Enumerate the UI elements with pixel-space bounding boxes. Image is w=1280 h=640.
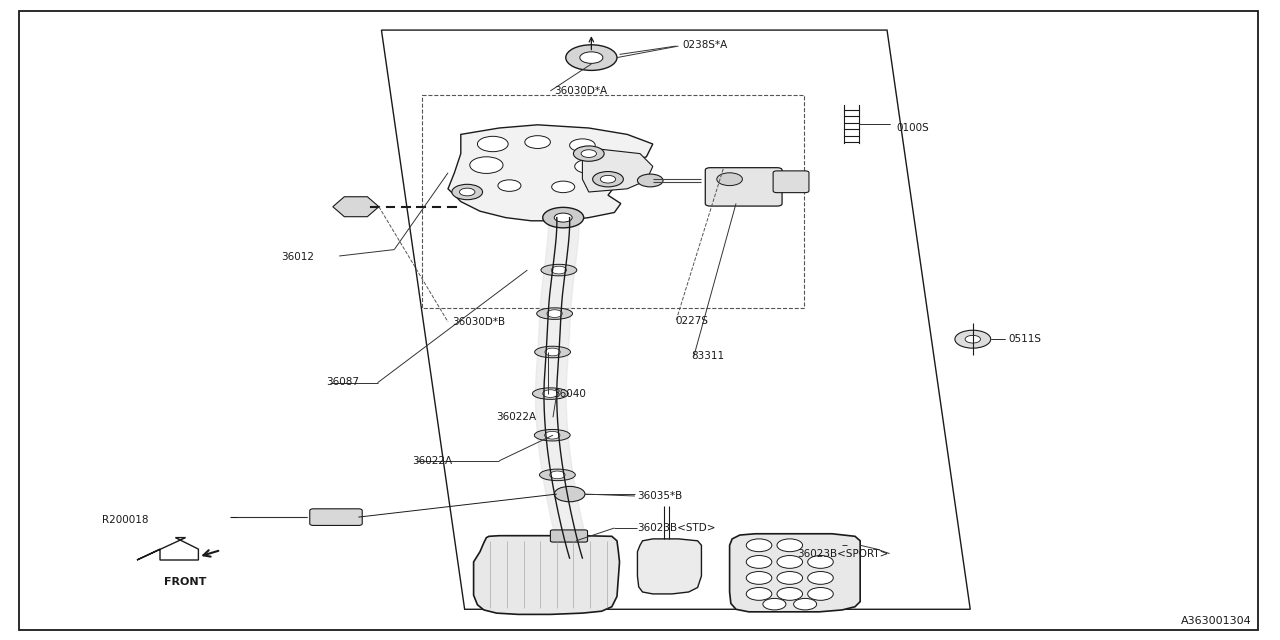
FancyBboxPatch shape	[550, 530, 588, 542]
Circle shape	[746, 572, 772, 584]
Circle shape	[581, 150, 596, 157]
Ellipse shape	[539, 469, 575, 481]
Circle shape	[498, 180, 521, 191]
Circle shape	[777, 556, 803, 568]
Polygon shape	[582, 147, 653, 192]
Circle shape	[575, 159, 603, 173]
Text: 0227S: 0227S	[676, 316, 709, 326]
Text: 83311: 83311	[691, 351, 724, 362]
Circle shape	[600, 175, 616, 183]
Circle shape	[794, 598, 817, 610]
Ellipse shape	[535, 346, 571, 358]
Circle shape	[477, 136, 508, 152]
Ellipse shape	[532, 388, 568, 399]
Circle shape	[717, 173, 742, 186]
Polygon shape	[137, 538, 198, 560]
Circle shape	[566, 45, 617, 70]
Circle shape	[552, 266, 567, 274]
Ellipse shape	[536, 308, 572, 319]
Text: 36022A: 36022A	[497, 412, 536, 422]
Text: FRONT: FRONT	[164, 577, 207, 588]
Polygon shape	[730, 534, 860, 612]
Circle shape	[808, 572, 833, 584]
Circle shape	[763, 598, 786, 610]
Circle shape	[552, 181, 575, 193]
Polygon shape	[448, 125, 653, 221]
Circle shape	[554, 486, 585, 502]
Polygon shape	[333, 196, 379, 217]
FancyBboxPatch shape	[310, 509, 362, 525]
Ellipse shape	[534, 429, 570, 441]
Circle shape	[955, 330, 991, 348]
Text: 36030D*A: 36030D*A	[554, 86, 608, 96]
Text: 36022A: 36022A	[412, 456, 452, 466]
Circle shape	[808, 588, 833, 600]
Circle shape	[746, 539, 772, 552]
Text: 36035*B: 36035*B	[637, 491, 682, 501]
Circle shape	[547, 310, 562, 317]
FancyBboxPatch shape	[773, 171, 809, 193]
Text: 36012: 36012	[282, 252, 315, 262]
Circle shape	[777, 572, 803, 584]
Circle shape	[777, 539, 803, 552]
Text: 36023B<STD>: 36023B<STD>	[637, 523, 716, 533]
Circle shape	[637, 174, 663, 187]
Text: R200018: R200018	[102, 515, 148, 525]
Circle shape	[470, 157, 503, 173]
Circle shape	[452, 184, 483, 200]
Text: 0238S*A: 0238S*A	[682, 40, 727, 50]
Text: 36087: 36087	[326, 377, 360, 387]
Circle shape	[746, 556, 772, 568]
Text: A363001304: A363001304	[1181, 616, 1252, 626]
Text: 0511S: 0511S	[1009, 334, 1042, 344]
Circle shape	[746, 588, 772, 600]
FancyBboxPatch shape	[705, 168, 782, 206]
Text: 36040: 36040	[553, 388, 586, 399]
Ellipse shape	[541, 264, 577, 276]
Polygon shape	[637, 539, 701, 594]
Text: 36023B<SPORT>: 36023B<SPORT>	[797, 548, 888, 559]
Circle shape	[543, 207, 584, 228]
Circle shape	[549, 471, 564, 479]
Circle shape	[808, 556, 833, 568]
Text: 36030D*B: 36030D*B	[452, 317, 506, 327]
Text: 0100S: 0100S	[896, 123, 929, 133]
Circle shape	[965, 335, 980, 343]
Circle shape	[580, 52, 603, 63]
Circle shape	[525, 136, 550, 148]
Polygon shape	[474, 536, 620, 614]
Circle shape	[570, 139, 595, 152]
Circle shape	[544, 431, 559, 439]
Circle shape	[543, 390, 558, 397]
Circle shape	[593, 172, 623, 187]
Circle shape	[554, 213, 572, 222]
Circle shape	[460, 188, 475, 196]
Circle shape	[777, 588, 803, 600]
Circle shape	[545, 348, 561, 356]
Circle shape	[573, 146, 604, 161]
